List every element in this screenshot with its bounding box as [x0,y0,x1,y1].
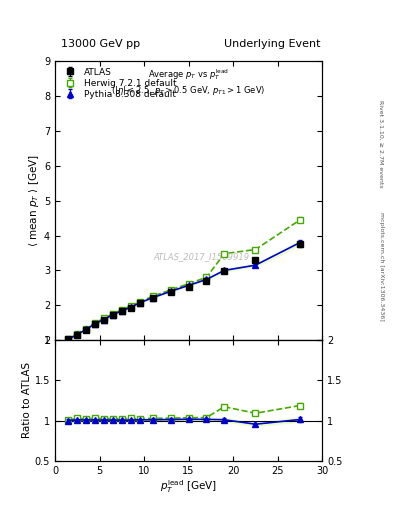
Y-axis label: Ratio to ATLAS: Ratio to ATLAS [22,362,32,438]
Text: ATLAS_2017_I1509919: ATLAS_2017_I1509919 [154,252,250,261]
Text: mcplots.cern.ch [arXiv:1306.3436]: mcplots.cern.ch [arXiv:1306.3436] [379,212,384,321]
Text: 13000 GeV pp: 13000 GeV pp [61,38,140,49]
Text: Underlying Event: Underlying Event [224,38,320,49]
Legend: ATLAS, Herwig 7.2.1 default, Pythia 8.308 default: ATLAS, Herwig 7.2.1 default, Pythia 8.30… [59,66,178,101]
Y-axis label: $\langle$ mean $p_T$ $\rangle$ [GeV]: $\langle$ mean $p_T$ $\rangle$ [GeV] [27,154,41,247]
Text: Average $p_T$ vs $p_T^{\rm lead}$
($|\eta|<2.5$, $p_T>0.5$ GeV, $p_{T1}>1$ GeV): Average $p_T$ vs $p_T^{\rm lead}$ ($|\et… [112,67,266,97]
Text: Rivet 3.1.10, ≥ 2.7M events: Rivet 3.1.10, ≥ 2.7M events [379,99,384,187]
X-axis label: $p_T^{\rm lead}$ [GeV]: $p_T^{\rm lead}$ [GeV] [160,478,217,495]
